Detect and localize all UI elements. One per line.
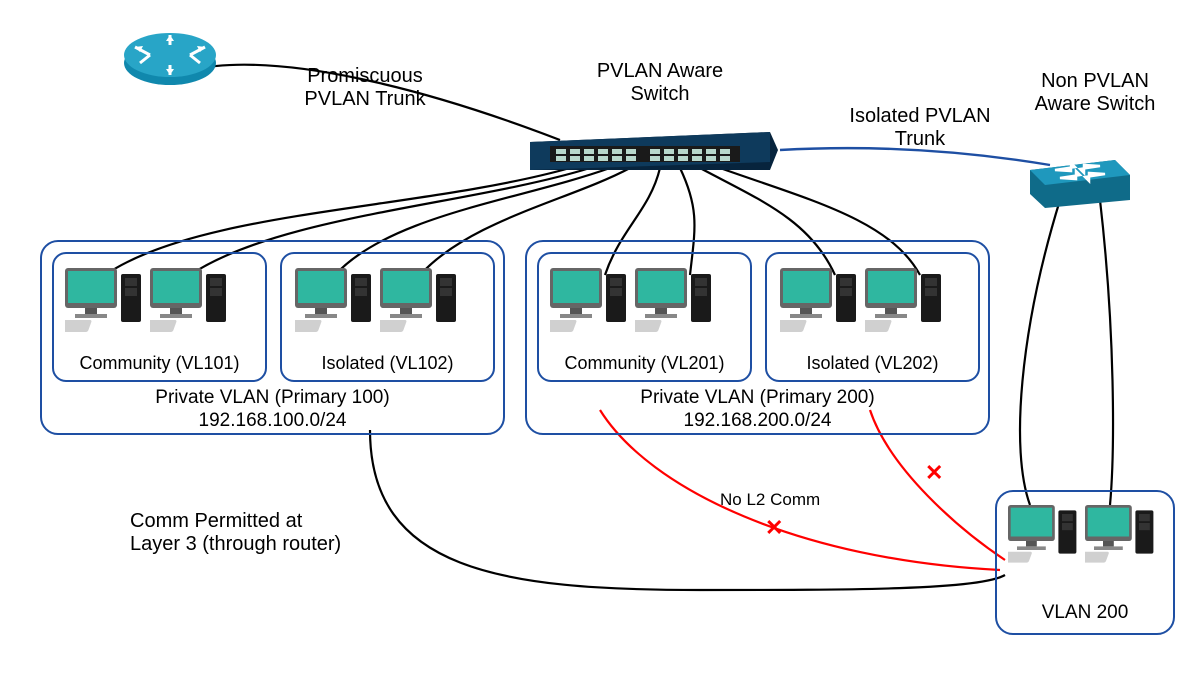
pc-vlan200-2	[1085, 505, 1170, 570]
pc-vl102-2	[380, 268, 470, 338]
pc-vl101-2	[150, 268, 240, 338]
non-pvlan-switch-label: Non PVLAN Aware Switch	[1010, 70, 1180, 116]
pvlan-switch-label: PVLAN Aware Switch	[560, 60, 760, 106]
router-icon	[120, 25, 220, 95]
isolated-trunk-label: Isolated PVLAN Trunk	[820, 105, 1020, 151]
pc-vl202-2	[865, 268, 955, 338]
community-vl101-label: Community (VL101)	[54, 353, 265, 374]
vlan-200-label: VLAN 200	[997, 602, 1173, 625]
pc-vl201-2	[635, 268, 725, 338]
community-vl201-label: Community (VL201)	[539, 353, 750, 374]
no-l2-comm-label: No L2 Comm	[720, 490, 820, 510]
pvlan-200-label: Private VLAN (Primary 200) 192.168.200.0…	[527, 387, 988, 433]
no-l2-x-mark-2: ✕	[925, 460, 943, 486]
no-l2-x-mark-1: ✕	[765, 515, 783, 541]
isolated-vl202-label: Isolated (VL202)	[767, 353, 978, 374]
pc-vlan200-1	[1008, 505, 1093, 570]
isolated-vl102-label: Isolated (VL102)	[282, 353, 493, 374]
pvlan-100-label: Private VLAN (Primary 100) 192.168.100.0…	[42, 387, 503, 433]
pc-vl201-1	[550, 268, 640, 338]
promiscuous-label: Promiscuous PVLAN Trunk	[245, 65, 485, 111]
non-pvlan-switch-icon	[1025, 150, 1135, 210]
pc-vl102-1	[295, 268, 385, 338]
comm-l3-label: Comm Permitted at Layer 3 (through route…	[130, 510, 430, 556]
pc-vl202-1	[780, 268, 870, 338]
pvlan-switch-icon	[520, 120, 780, 180]
pc-vl101-1	[65, 268, 155, 338]
